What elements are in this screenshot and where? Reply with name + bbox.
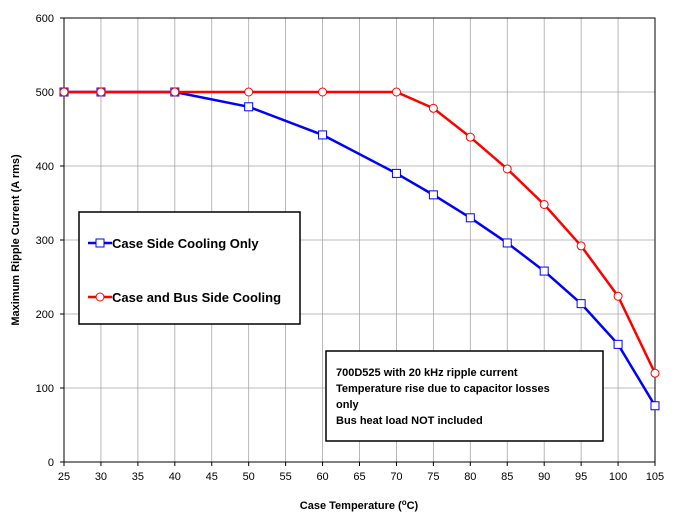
x-tick-label: 50 — [243, 471, 255, 483]
legend: Case Side Cooling Only Case and Bus Side… — [78, 211, 301, 325]
annotation-box — [325, 350, 604, 442]
annotation: 700D525 with 20 kHz ripple current Tempe… — [325, 350, 604, 442]
x-tick-label: 95 — [575, 471, 587, 483]
annotation-line-1: 700D525 with 20 kHz ripple current — [336, 367, 518, 379]
series-point-square — [502, 238, 512, 248]
x-tick-label: 75 — [427, 471, 439, 483]
series-point-circle — [428, 103, 438, 113]
series-point-square — [650, 401, 660, 411]
legend-marker-square — [95, 238, 105, 248]
series-point-square — [576, 299, 586, 309]
legend-label-case-side: Case Side Cooling Only — [112, 236, 259, 251]
y-axis-title: Maximum Ripple Current (A rms) — [10, 154, 22, 326]
x-tick-label: 100 — [609, 471, 627, 483]
x-tick-label: 90 — [538, 471, 550, 483]
series-point-circle — [170, 87, 180, 97]
annotation-line-4: Bus heat load NOT included — [336, 415, 483, 427]
legend-box — [78, 211, 301, 325]
series-point-circle — [576, 241, 586, 251]
x-tick-label: 55 — [280, 471, 292, 483]
y-tick-label: 500 — [36, 87, 54, 99]
series-point-square — [244, 102, 254, 112]
series-point-circle — [613, 291, 623, 301]
annotation-line-2: Temperature rise due to capacitor losses — [336, 383, 550, 395]
series-point-square — [613, 339, 623, 349]
series-point-square — [391, 168, 401, 178]
series-point-circle — [539, 199, 549, 209]
x-tick-label: 60 — [316, 471, 328, 483]
series-point-circle — [465, 132, 475, 142]
y-tick-label: 600 — [36, 13, 54, 25]
x-tick-label: 25 — [58, 471, 70, 483]
y-tick-label: 200 — [36, 309, 54, 321]
series-point-circle — [59, 87, 69, 97]
series-point-square — [428, 190, 438, 200]
annotation-line-3: only — [336, 399, 359, 411]
series-point-square — [539, 266, 549, 276]
series-point-circle — [96, 87, 106, 97]
axis-ticks: 25 30 35 40 45 50 55 60 65 70 75 80 85 90 95 100 105 0 100… — [36, 13, 665, 483]
series-point-circle — [650, 368, 660, 378]
legend-label-case-bus: Case and Bus Side Cooling — [112, 290, 281, 305]
series-point-circle — [318, 87, 328, 97]
y-tick-label: 100 — [36, 383, 54, 395]
series-point-square — [318, 130, 328, 140]
series-point-circle — [502, 164, 512, 174]
x-axis-title: Case Temperature (oC) — [300, 498, 419, 512]
series-layer — [59, 87, 660, 411]
x-tick-label: 80 — [464, 471, 476, 483]
y-tick-label: 400 — [36, 161, 54, 173]
x-tick-label: 65 — [353, 471, 365, 483]
x-tick-label: 105 — [646, 471, 664, 483]
x-tick-label: 30 — [95, 471, 107, 483]
x-tick-label: 70 — [390, 471, 402, 483]
x-tick-label: 85 — [501, 471, 513, 483]
series-point-circle — [391, 87, 401, 97]
x-axis-title-superscript: o — [402, 498, 407, 507]
x-tick-label: 40 — [169, 471, 181, 483]
y-tick-label: 0 — [48, 457, 54, 469]
series-point-square — [465, 213, 475, 223]
y-tick-label: 300 — [36, 235, 54, 247]
x-tick-label: 45 — [206, 471, 218, 483]
x-tick-label: 35 — [132, 471, 144, 483]
legend-marker-circle — [95, 292, 105, 302]
series-point-circle — [244, 87, 254, 97]
